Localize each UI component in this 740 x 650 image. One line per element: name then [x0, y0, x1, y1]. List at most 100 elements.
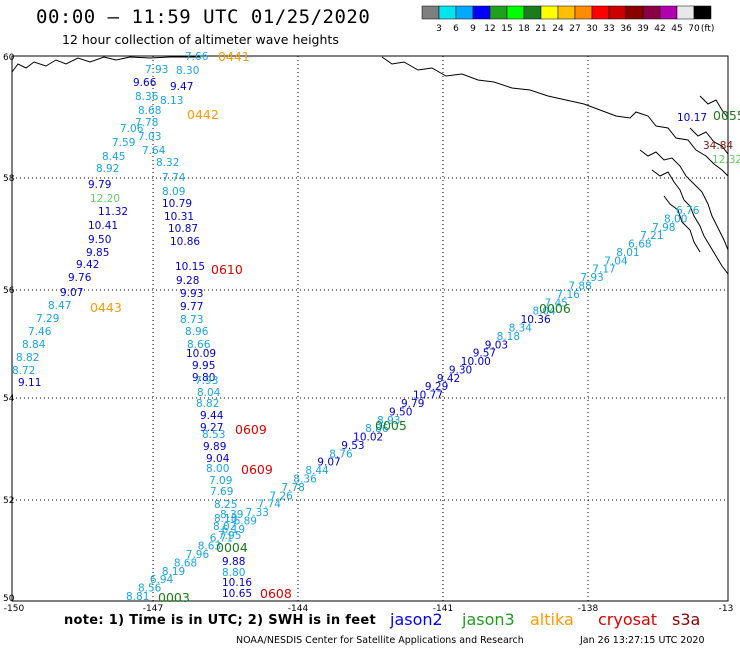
wave-height-value: 7.17: [592, 264, 615, 276]
wave-height-value: 9.04: [206, 453, 230, 465]
wave-height-value: 8.25: [214, 499, 237, 511]
pass-time-label: 0006: [539, 301, 571, 316]
wave-height-value: 7.03: [138, 131, 161, 143]
wave-height-value: 8.18: [214, 513, 237, 525]
pass-time-label: 0005: [375, 418, 407, 433]
legend-jason3: jason3: [462, 610, 515, 629]
wave-height-value: 7.98: [652, 222, 675, 234]
colorbar-label: 3: [436, 24, 442, 34]
wave-height-value: 7.33: [246, 507, 269, 519]
wave-height-value: 7.93: [145, 64, 168, 76]
wave-height-value: 8.68: [138, 105, 161, 117]
wave-height-value: 9.66: [133, 77, 157, 89]
colorbar-swatch: [523, 5, 542, 20]
wave-height-value: 9.42: [437, 373, 460, 385]
wave-height-value: 12.32: [712, 154, 740, 166]
wave-height-value: 8.56: [138, 583, 162, 595]
graticule: [12, 56, 728, 601]
pass-time-label: 0608: [260, 586, 292, 601]
wave-height-value: 10.77: [413, 390, 443, 402]
pass-time-label: 0443: [90, 300, 122, 315]
wave-height-value: 6.19: [222, 524, 245, 536]
wave-height-value: 8.01: [616, 247, 639, 259]
wave-height-value: 8.34: [509, 322, 533, 334]
wave-height-value: 10.09: [186, 348, 216, 360]
colorbar-label: 33: [603, 24, 614, 34]
latitude-tick-label: 60: [3, 53, 15, 63]
wave-height-value: 9.50: [389, 406, 412, 418]
colorbar-swatch: [506, 5, 525, 20]
wave-height-value: 8.36: [135, 91, 159, 103]
wave-height-value: 7.46: [28, 326, 52, 338]
wave-height-value: 8.96: [185, 326, 209, 338]
wave-height-value: 10.41: [88, 220, 118, 232]
wave-height-value: 8.09: [162, 186, 185, 198]
wave-height-value: 8.00: [664, 213, 687, 225]
colorbar-label: 27: [569, 24, 580, 34]
wave-height-value: 7.93: [580, 272, 603, 284]
wave-height-value: 8.30: [176, 65, 199, 77]
wave-height-value: 8.73: [180, 314, 203, 326]
wave-height-value: 8.92: [96, 163, 119, 175]
wave-height-value: 8.45: [102, 151, 125, 163]
colorbar-swatch: [421, 5, 440, 20]
wave-height-value: 7.95: [218, 530, 241, 542]
colorbar-label: 24: [552, 24, 564, 34]
wave-height-value: 9.42: [76, 259, 99, 271]
units-note: note: 1) Time is in UTC; 2) SWH is in fe…: [64, 613, 376, 628]
latitude-tick-label: 54: [3, 394, 15, 404]
wave-height-value: 8.66: [187, 339, 211, 351]
pass-time-label: 0609: [235, 422, 267, 437]
colorbar-swatch: [591, 5, 610, 20]
pass-time-label: 0610: [211, 262, 243, 277]
wave-height-value: 8.63: [198, 541, 221, 553]
wave-height-value: 6.71: [210, 532, 233, 544]
colorbar-label: 18: [518, 24, 530, 34]
wave-height-value: 10.16: [222, 577, 252, 589]
map-subtitle: 12 hour collection of altimeter wave hei…: [62, 32, 339, 47]
legend-jason2: jason2: [390, 610, 443, 629]
wave-height-value: 10.36: [521, 314, 551, 326]
colorbar-label: 42: [654, 24, 665, 34]
longitude-tick-label: -13: [719, 604, 734, 614]
wave-height-value: 9.89: [203, 441, 226, 453]
wave-height-value: 7.78: [281, 482, 304, 494]
colorbar-swatch: [659, 5, 678, 20]
colorbar: 3 6 9 12 15 18 21 24 27 30 33 36 39 42 45 70 (ft): [421, 5, 714, 34]
longitude-ticks: -150 -147 -144 -141 -138 -13: [4, 604, 734, 614]
wave-height-value: 7.06: [120, 123, 144, 135]
wave-height-value: 7.09: [209, 475, 232, 487]
coastline: [11, 56, 729, 275]
latitude-tick-label: 58: [3, 174, 15, 184]
wave-height-value: 12.20: [90, 193, 120, 205]
wave-height-value: 8.32: [156, 157, 179, 169]
wave-height-value: 9.53: [341, 440, 364, 452]
wave-height-value: 10.31: [164, 211, 194, 223]
wave-height-value: 8.02: [213, 521, 236, 533]
colorbar-label: 45: [671, 24, 682, 34]
wave-height-value: 9.29: [425, 381, 448, 393]
wave-height-value: 9.27: [200, 422, 223, 434]
legend-altika: altika: [530, 610, 574, 629]
wave-height-value: 9.80: [192, 372, 215, 384]
wave-height-value: 7.29: [36, 313, 59, 325]
wave-height-labels: 7.668.307.939.479.668.138.368.687.787.06…: [12, 51, 740, 603]
wave-height-value: 10.87: [168, 223, 198, 235]
legend-cryosat: cryosat: [598, 610, 658, 629]
wave-height-value: 6.76: [676, 205, 700, 217]
wave-height-value: 10.02: [353, 432, 383, 444]
colorbar-label: 30: [586, 24, 598, 34]
wave-height-value: 8.44: [305, 465, 329, 477]
wave-height-value: 8.19: [162, 566, 185, 578]
colorbar-swatch: [557, 5, 576, 20]
wave-height-value: 6.94: [150, 574, 174, 586]
pass-time-labels: 0441 0442 0443 0610 0609 0609 0608 0006 0005 0004…: [90, 49, 740, 605]
colorbar-swatch: [574, 5, 593, 20]
wave-height-value: 9.11: [18, 377, 41, 389]
wave-height-value: 9.79: [401, 398, 424, 410]
wave-height-value: 10.15: [175, 261, 205, 273]
latitude-ticks: 60 58 56 54 52 50: [3, 53, 15, 604]
wave-height-value: 8.72: [12, 365, 35, 377]
colorbar-label: 21: [535, 24, 546, 34]
